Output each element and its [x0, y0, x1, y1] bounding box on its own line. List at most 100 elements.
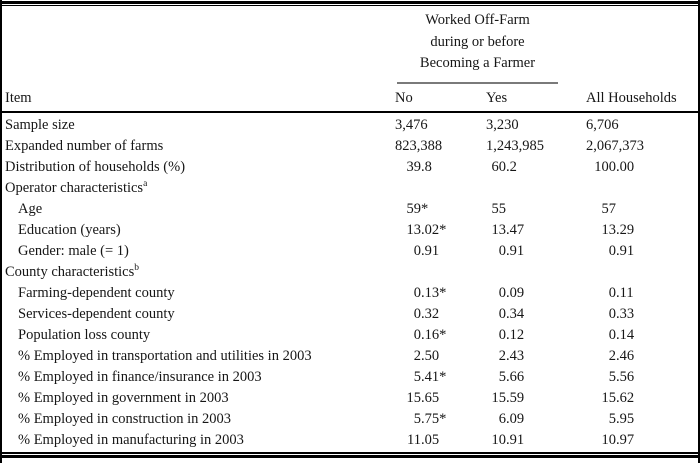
value-fraction-part: .91 [506, 242, 525, 259]
value-fraction-part: .34 [506, 305, 525, 322]
row-label-text: Services-dependent county [18, 305, 175, 322]
row-label: Services-dependent county [2, 304, 395, 325]
cell-all-households: 2.46 [586, 346, 698, 367]
table-row: Age 59* 55 57 [2, 199, 698, 220]
cell-yes: 0.09 [486, 283, 586, 304]
row-label-text: Farming-dependent county [18, 284, 175, 301]
cell-no: 2.50 [395, 346, 486, 367]
value-fraction-part: .91 [616, 242, 635, 259]
cell-all-households: 2,067,373 [586, 136, 698, 157]
value-fraction-part: .11 [616, 284, 634, 301]
table-row: % Employed in government in 2003 15.65 1… [2, 388, 698, 409]
cell-all-households: 15.62 [586, 388, 698, 409]
table-row: Expanded number of farms 823,388 1,243,9… [2, 136, 698, 157]
footnote-marker: b [134, 263, 139, 273]
cell-no: 0.13* [395, 283, 486, 304]
cell-all-households [586, 262, 698, 283]
cell-yes: 55 [486, 199, 586, 220]
spanner-line-2: during or before [430, 33, 525, 50]
cell-yes: 10.91 [486, 430, 586, 451]
value-integer-part: 39 [406, 158, 422, 175]
value-integer-part: 6,706 [586, 116, 619, 133]
spanner-underline [397, 82, 558, 84]
row-label: County characteristicsb [2, 262, 395, 283]
column-header-yes: Yes [486, 90, 508, 106]
row-label: Distribution of households (%) [2, 157, 395, 178]
row-label-text: County characteristics [5, 263, 135, 280]
cell-all-households: 6,706 [586, 115, 698, 136]
value-integer-part: 5 [608, 369, 616, 386]
value-integer-part: 15 [601, 390, 617, 407]
table-bottom-rule-thick [0, 455, 700, 458]
cell-yes [486, 178, 586, 199]
value-integer-part: 6 [498, 411, 506, 428]
value-integer-part: 0 [498, 242, 506, 259]
value-integer-part: 0 [498, 305, 506, 322]
table-row: Population loss county 0.16* 0.12 0.14 [2, 325, 698, 346]
value-integer-part: 2 [498, 348, 506, 365]
row-label: Operator characteristicsa [2, 178, 395, 199]
row-label: % Employed in manufacturing in 2003 [2, 430, 395, 451]
value-fraction-part: .13* [421, 284, 447, 301]
value-fraction-part: .47 [506, 221, 525, 238]
cell-no: 39.8 [395, 157, 486, 178]
cell-yes: 13.47 [486, 220, 586, 241]
row-label-text: Sample size [5, 116, 75, 133]
value-integer-part: 5 [498, 369, 506, 386]
value-integer-part: 2 [413, 348, 421, 365]
row-label-text: % Employed in construction in 2003 [18, 411, 232, 428]
value-fraction-part: .09 [506, 411, 525, 428]
value-fraction-part: .12 [506, 326, 525, 343]
row-label-text: Gender: male (= 1) [18, 242, 129, 259]
value-fraction-part: * [421, 200, 429, 217]
cell-yes: 1,243,985 [486, 136, 586, 157]
value-integer-part: 0 [498, 284, 506, 301]
table-row: Services-dependent county 0.32 0.34 0.33 [2, 304, 698, 325]
value-integer-part: 13 [491, 221, 507, 238]
value-fraction-part: .2 [506, 158, 517, 175]
cell-no: 0.16* [395, 325, 486, 346]
value-integer-part: 3,230 [486, 116, 519, 133]
value-integer-part: 0 [608, 284, 616, 301]
row-label: % Employed in finance/insurance in 2003 [2, 367, 395, 388]
cell-yes: 3,230 [486, 115, 586, 136]
value-fraction-part: .41* [421, 369, 447, 386]
cell-yes: 0.34 [486, 304, 586, 325]
row-label: Gender: male (= 1) [2, 241, 395, 262]
value-integer-part: 60 [491, 158, 507, 175]
row-label-text: Expanded number of farms [5, 137, 164, 154]
row-label-text: Operator characteristics [5, 179, 144, 196]
cell-yes: 0.12 [486, 325, 586, 346]
value-integer-part: 55 [491, 200, 507, 217]
cell-no: 0.32 [395, 304, 486, 325]
row-label: Expanded number of farms [2, 136, 395, 157]
value-integer-part: 0 [413, 284, 421, 301]
cell-all-households: 5.95 [586, 409, 698, 430]
cell-all-households: 0.33 [586, 304, 698, 325]
cell-no: 3,476 [395, 115, 486, 136]
value-fraction-part: .05 [421, 432, 440, 449]
value-fraction-part: .43 [506, 348, 525, 365]
value-integer-part: 100 [594, 158, 616, 175]
table-right-border [698, 0, 700, 463]
value-integer-part: 0 [413, 242, 421, 259]
cell-yes: 5.66 [486, 367, 586, 388]
value-integer-part: 11 [407, 432, 421, 449]
cell-no: 11.05 [395, 430, 486, 451]
row-label: % Employed in construction in 2003 [2, 409, 395, 430]
column-header-row: Item No Yes All Households [2, 88, 698, 109]
row-label: Population loss county [2, 325, 395, 346]
value-integer-part: 15 [406, 390, 422, 407]
cell-no: 0.91 [395, 241, 486, 262]
value-integer-part: 5 [413, 411, 421, 428]
row-label: Sample size [2, 115, 395, 136]
value-integer-part: 10 [491, 432, 507, 449]
spanner-line-1: Worked Off-Farm [425, 12, 530, 28]
row-label-text: % Employed in manufacturing in 2003 [18, 432, 244, 449]
cell-all-households: 0.11 [586, 283, 698, 304]
row-label: % Employed in transportation and utiliti… [2, 346, 395, 367]
value-integer-part: 0 [413, 326, 421, 343]
value-integer-part: 5 [608, 411, 616, 428]
row-label-text: % Employed in finance/insurance in 2003 [18, 369, 262, 386]
